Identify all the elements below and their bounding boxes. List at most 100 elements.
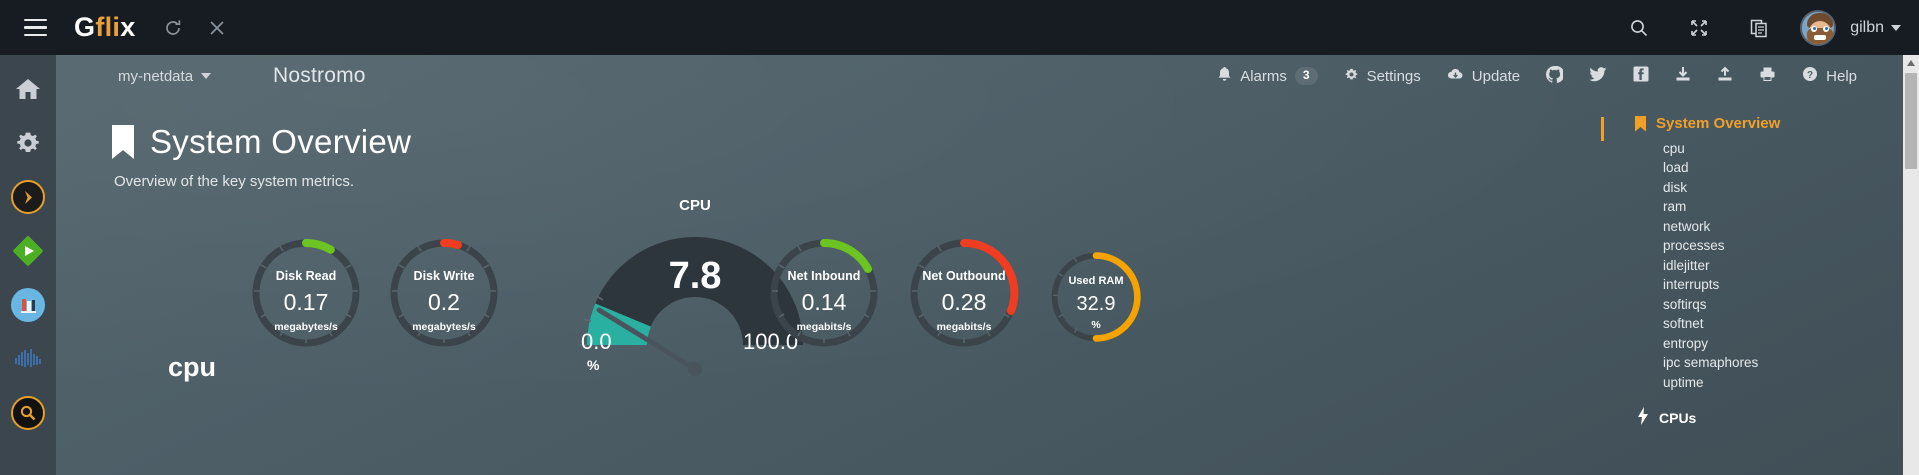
brand-part-2: fli [95, 12, 121, 42]
gauge-label: CPU [679, 197, 711, 214]
gauge-arc [302, 239, 356, 278]
toc-list: cpu load disk ram network processes idle… [1663, 141, 1901, 391]
bell-icon [1217, 66, 1232, 86]
toc-item-disk[interactable]: disk [1663, 179, 1688, 195]
caret-down-icon [201, 73, 212, 79]
toc-item-ram[interactable]: ram [1663, 199, 1687, 215]
chevron-down-icon [1891, 24, 1901, 31]
nav-item-settings[interactable]: Settings [1344, 67, 1421, 86]
export-icon [1717, 66, 1733, 86]
play-diamond-icon[interactable] [6, 229, 50, 273]
nav-item-alarms[interactable]: Alarms 3 [1217, 66, 1318, 86]
gauge-units: megabits/s [796, 321, 852, 333]
toc-item-softnet[interactable]: softnet [1663, 316, 1704, 332]
nav-item-import[interactable] [1675, 66, 1691, 86]
brand-part-1: G [74, 12, 96, 42]
nav-item-export[interactable] [1717, 66, 1733, 86]
audio-waveform-icon[interactable] [6, 337, 50, 381]
gauge-disk-read[interactable]: Disk Read 0.17 megabytes/s [248, 235, 364, 351]
toc-item-cpu[interactable]: cpu [1663, 141, 1685, 156]
alarms-count-badge: 3 [1294, 67, 1318, 85]
toc-item-network[interactable]: network [1663, 218, 1711, 234]
gauge-used-ram[interactable]: Used RAM 32.9 % [1048, 249, 1144, 345]
nav-item-github[interactable] [1546, 65, 1565, 87]
netdata-nav-right: Alarms 3 Settings Update [1217, 65, 1903, 87]
gauge-label: Net Inbound [787, 269, 861, 283]
gauge-value: 0.2 [428, 289, 460, 315]
nav-item-update[interactable]: Update [1447, 67, 1520, 85]
bookmark-icon [112, 125, 134, 159]
search-icon[interactable] [1620, 9, 1658, 47]
page-title: System Overview [150, 123, 412, 160]
toc-heading-system-overview[interactable]: System Overview [1635, 115, 1901, 132]
gauge-value: 0.17 [283, 289, 329, 315]
nav-item-help[interactable]: ? Help [1802, 66, 1857, 86]
gear-icon[interactable] [6, 121, 50, 165]
expand-arrows-icon[interactable] [1680, 9, 1718, 47]
nav-item-twitter[interactable] [1589, 66, 1607, 86]
gauge-label: Disk Write [413, 269, 475, 283]
nav-item-help-label: Help [1826, 67, 1857, 85]
toc-item-interrupts[interactable]: interrupts [1663, 277, 1720, 293]
cloud-download-icon [1447, 67, 1464, 85]
gauge-arc [440, 239, 462, 249]
page-title-row: System Overview [112, 123, 1589, 161]
svg-text:?: ? [1807, 70, 1813, 81]
gauge-ring: Disk Write 0.2 megabytes/s [386, 235, 502, 351]
gauge-label: Used RAM [1068, 275, 1124, 287]
table-of-contents: System Overview cpu load disk ram networ… [1601, 115, 1901, 428]
gauge-ring: Net Outbound 0.28 megabits/s [906, 235, 1022, 351]
main-content: System Overview Overview of the key syst… [56, 97, 1589, 475]
netdata-nav: my-netdata Nostromo Alarms 3 Settings [56, 55, 1903, 97]
home-icon[interactable] [6, 67, 50, 111]
gauge-arc [820, 238, 872, 273]
avatar[interactable] [1800, 9, 1837, 46]
toc-item-softirqs[interactable]: softirqs [1663, 296, 1707, 312]
nav-item-alarms-label: Alarms [1240, 67, 1287, 85]
user-menu[interactable]: gilbn [1850, 19, 1901, 37]
toc-item-load[interactable]: load [1663, 160, 1689, 176]
toc-heading-label: System Overview [1656, 115, 1781, 132]
nav-item-print[interactable] [1759, 66, 1776, 86]
gauge-units: megabytes/s [274, 321, 338, 333]
toc-group-cpus[interactable]: CPUs [1637, 407, 1901, 428]
toc-item-ipc-semaphores[interactable]: ipc semaphores [1663, 355, 1759, 371]
nav-item-settings-label: Settings [1366, 67, 1421, 85]
title-bar: Gflix [0, 0, 1919, 55]
title-bar-left: Gflix [0, 9, 236, 47]
books-icon[interactable] [6, 283, 50, 327]
close-icon[interactable] [198, 9, 236, 47]
app-brand[interactable]: Gflix [74, 12, 136, 43]
scrollbar-up-arrow[interactable] [1903, 55, 1919, 71]
duplicate-window-icon[interactable] [1740, 9, 1778, 47]
gauge-net-inbound[interactable]: Net Inbound 0.14 megabits/s [766, 235, 882, 351]
page-scrollbar[interactable] [1903, 55, 1919, 475]
avatar-eye-left [1811, 25, 1818, 32]
netdata-page: my-netdata Nostromo Alarms 3 Settings [0, 55, 1919, 475]
toc-item-uptime[interactable]: uptime [1663, 374, 1704, 390]
toc-item-processes[interactable]: processes [1663, 238, 1725, 254]
scrollbar-thumb[interactable] [1905, 73, 1917, 169]
brand-part-3: x [120, 12, 136, 42]
gauge-min-label: 0.0 [581, 329, 612, 354]
hamburger-icon[interactable] [18, 11, 52, 45]
gauge-units: megabytes/s [412, 321, 476, 333]
gauge-ring: Used RAM 32.9 % [1048, 249, 1144, 345]
refresh-icon[interactable] [154, 9, 192, 47]
gauge-value: 32.9 [1076, 293, 1116, 315]
toc-item-idlejitter[interactable]: idlejitter [1663, 257, 1710, 273]
gauge-net-outbound[interactable]: Net Outbound 0.28 megabits/s [906, 235, 1022, 351]
gauge-label: Disk Read [275, 269, 337, 283]
gauge-label: Net Outbound [922, 269, 1006, 283]
host-selector[interactable]: my-netdata [118, 68, 212, 85]
gauge-units: megabits/s [936, 321, 992, 333]
toc-item-entropy[interactable]: entropy [1663, 335, 1709, 351]
gauge-ring: Disk Read 0.17 megabytes/s [248, 235, 364, 351]
gauge-disk-write[interactable]: Disk Write 0.2 megabytes/s [386, 235, 502, 351]
nav-item-facebook[interactable] [1633, 66, 1649, 86]
magnifier-circle-icon[interactable] [6, 391, 50, 435]
gauge-arc [1092, 252, 1141, 342]
twitter-icon [1589, 66, 1607, 86]
chevron-right-circle-icon[interactable] [6, 175, 50, 219]
